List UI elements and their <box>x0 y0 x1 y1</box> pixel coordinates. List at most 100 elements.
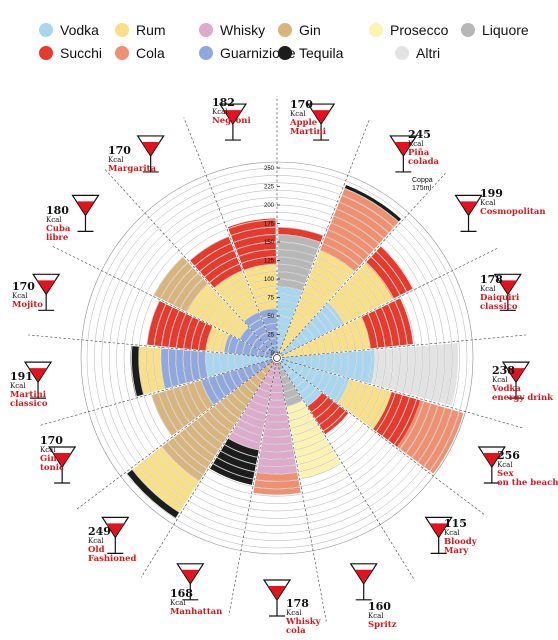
cocktail-glass-icon <box>477 446 506 484</box>
legend-item-guarnizione: Guarnizione <box>199 45 296 61</box>
grid-ring-outline <box>101 182 453 534</box>
grid-rings <box>80 161 474 555</box>
bar-segment-negroni-guarnizione <box>259 308 277 354</box>
bar-segment-cuba-libre-guarnizione <box>239 327 274 356</box>
drink-name: cola <box>286 626 306 636</box>
kcal-value: 170 <box>290 98 313 111</box>
axis-tick-label: 150 <box>264 240 275 246</box>
legend-label: Guarnizione <box>220 45 296 61</box>
legend-item-vodka: Vodka <box>39 22 99 38</box>
grid-ring-outline <box>183 264 371 452</box>
legend-label: Gin <box>299 22 321 38</box>
drink-name: Mojito <box>12 300 43 310</box>
legend-label: Cola <box>136 45 165 61</box>
kcal-value: 245 <box>408 128 431 141</box>
drink-name: Manhattan <box>170 607 222 617</box>
kcal-unit: Kcal <box>170 599 186 607</box>
sector-spoke <box>277 362 327 622</box>
drink-name: Margarita <box>108 164 156 174</box>
legend-swatch <box>395 46 409 60</box>
grid-ring-outline <box>146 227 408 489</box>
spokes <box>28 96 528 622</box>
drink-name: Vodka <box>491 384 521 394</box>
kcal-value: 178 <box>286 597 309 610</box>
cocktail-glass-icon <box>454 194 483 232</box>
sector-spoke <box>278 120 370 354</box>
drink-name: Cosmopolitan <box>480 207 546 217</box>
cocktail-glass-icon <box>262 579 292 617</box>
bar-segment-apple-martini-succhi <box>278 227 323 243</box>
kcal-value: 191 <box>10 370 33 383</box>
kcal-value: 199 <box>480 187 503 200</box>
legend-label: Prosecco <box>390 22 449 38</box>
bar-segment-martini-classico-rum <box>138 346 166 395</box>
legend-item-liquore: Liquore <box>461 22 529 38</box>
kcal-value: 160 <box>368 600 391 613</box>
drink-name: Gin <box>40 454 57 464</box>
legend-swatch <box>278 46 292 60</box>
kcal-unit: Kcal <box>492 376 508 384</box>
cocktail-glass-icon <box>349 563 378 601</box>
legend-item-rum: Rum <box>115 22 166 38</box>
sector-spoke <box>228 362 277 616</box>
bar-segment-whisky-cola-whisky <box>256 362 298 474</box>
axis-tick-label: 250 <box>264 166 275 172</box>
bar-segment-pina-colada-cola <box>320 188 399 272</box>
drink-name: colada <box>408 157 440 167</box>
sector-spoke <box>280 173 446 355</box>
drink-name: libre <box>46 233 69 243</box>
axis-tick-label: 175 <box>264 222 275 228</box>
bar-segment-spritz-prosecco <box>286 400 341 480</box>
kcal-unit: Kcal <box>444 529 460 537</box>
drink-name: classico <box>480 302 518 312</box>
legend-label: Tequila <box>299 45 344 61</box>
drink-name: Negroni <box>212 116 251 126</box>
sector-spoke <box>183 117 276 354</box>
legend-swatch <box>115 46 129 60</box>
sector-spoke <box>104 169 274 355</box>
drink-name: Martini <box>290 127 327 137</box>
grid-ring-outline <box>242 323 312 393</box>
grid-ring-outline <box>138 219 416 497</box>
kcal-unit: Kcal <box>40 446 56 454</box>
sector-spoke <box>280 360 485 515</box>
bar-segment-mojito-succhi <box>146 300 213 351</box>
axis-tick-label: 100 <box>264 277 275 283</box>
cocktail-glass-icon <box>23 361 53 399</box>
kcal-unit: Kcal <box>480 285 496 293</box>
bar-segment-sex-on-the-beach-vodka <box>281 359 350 403</box>
kcal-value: 182 <box>212 96 235 109</box>
bar-segment-daiquiri-classico-succhi <box>361 298 413 349</box>
bar-segment-cosmopolitan-succhi <box>365 246 413 299</box>
cocktail-glass-icon <box>218 103 248 141</box>
sector-spoke <box>279 362 416 581</box>
sector-spoke <box>281 359 524 429</box>
axis-tick-label: 25 <box>267 333 274 339</box>
drink-name: Old <box>88 545 105 555</box>
bar-segment-cuba-libre-gin <box>153 256 209 312</box>
drink-name: on the beach <box>497 478 558 488</box>
sector-spoke <box>140 362 275 578</box>
bar-segment-pina-colada-tequila <box>344 184 402 222</box>
sector-spoke <box>75 360 274 511</box>
legend-label: Liquore <box>482 22 529 38</box>
sector-spoke <box>51 245 273 357</box>
drink-name: Daiquiri <box>480 293 520 303</box>
bar-segment-pina-colada-rum <box>278 250 355 355</box>
legend-item-gin: Gin <box>278 22 321 38</box>
sector-spoke <box>28 334 273 358</box>
legend-item-cola: Cola <box>115 45 165 61</box>
center-hub <box>273 354 281 362</box>
kcal-value: 170 <box>40 434 63 447</box>
bar-segment-mojito-rum <box>205 326 230 353</box>
bar-segment-cosmopolitan-vodka <box>280 302 345 356</box>
